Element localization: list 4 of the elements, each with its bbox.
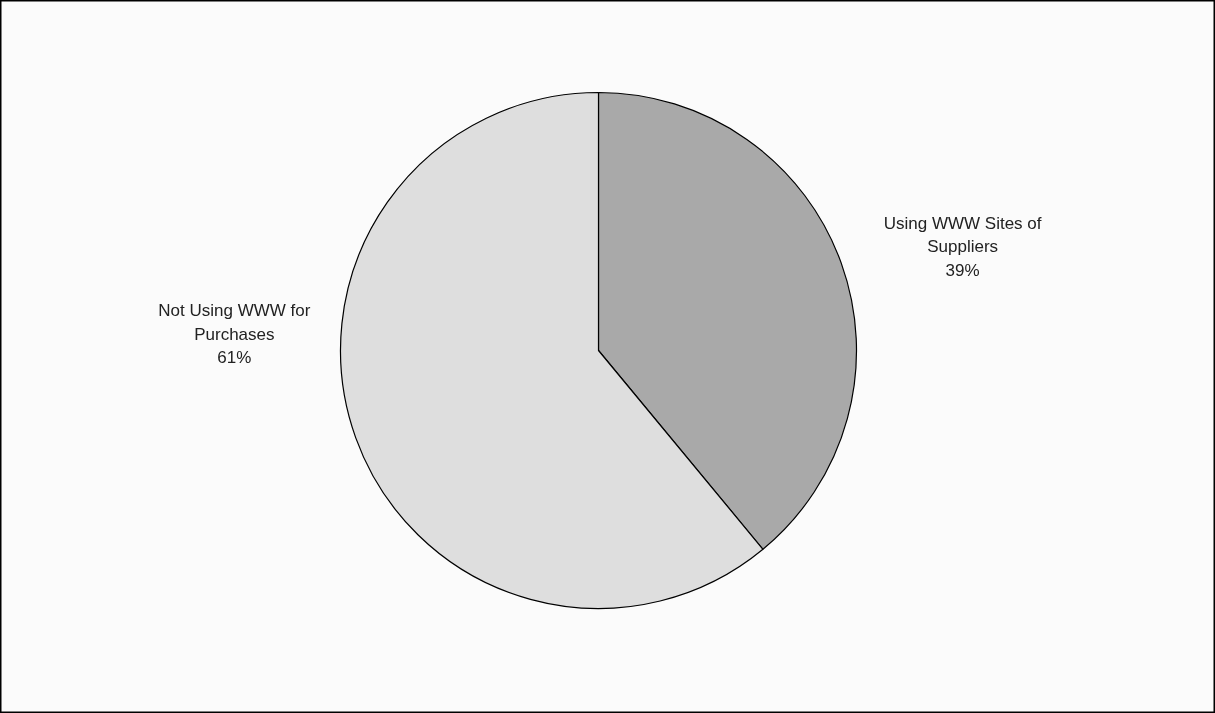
slice-label: Not Using WWW for Purchases bbox=[158, 300, 311, 344]
slice-label: Using WWW Sites of Suppliers bbox=[883, 213, 1042, 257]
data-label: 61% bbox=[217, 348, 252, 368]
data-label: 39% bbox=[945, 261, 980, 281]
